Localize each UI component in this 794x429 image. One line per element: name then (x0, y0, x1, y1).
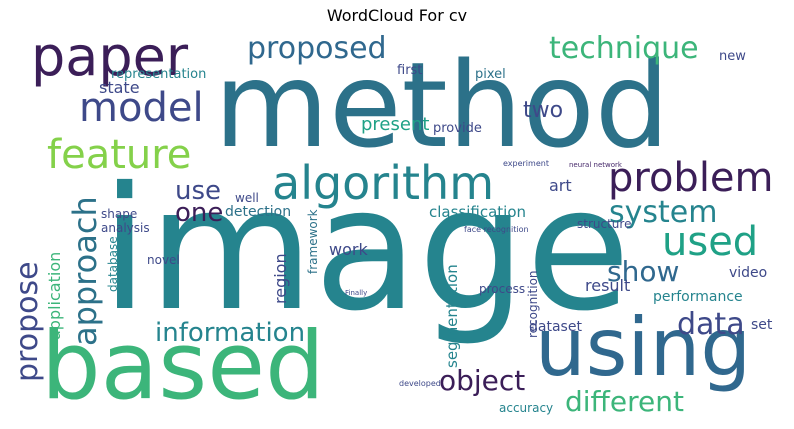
word-technique: technique (549, 31, 699, 66)
word-structure: structure (577, 217, 632, 231)
word-work: work (329, 240, 368, 259)
word-first: first (397, 63, 423, 78)
word-process: process (479, 282, 526, 296)
word-recognition: recognition (526, 270, 540, 338)
word-accuracy: accuracy (499, 401, 554, 415)
word-region: region (271, 253, 290, 304)
word-proposed: proposed (247, 31, 387, 66)
word-cloud: method image based using paper algorithm… (9, 30, 785, 418)
word-representation: representation (111, 67, 207, 82)
word-problem: problem (608, 155, 774, 201)
word-experiment: experiment (503, 159, 549, 168)
word-performance: performance (653, 289, 743, 305)
word-state: state (99, 78, 140, 97)
word-provide: provide (433, 121, 482, 136)
word-data: data (677, 307, 745, 342)
word-Finally: Finally (345, 289, 368, 297)
chart-title: WordCloud For cv (326, 6, 468, 25)
word-face-recognition: face recognition (464, 225, 529, 234)
word-framework: framework (306, 209, 320, 274)
word-used: used (662, 219, 759, 265)
word-video: video (729, 265, 768, 281)
word-two: two (523, 98, 564, 123)
word-one: one (175, 198, 224, 228)
word-database: database (106, 236, 120, 292)
word-use: use (175, 176, 222, 206)
word-neural-network: neural network (569, 161, 622, 169)
word-paper: paper (31, 30, 189, 88)
word-art: art (549, 176, 572, 195)
word-segmentation: segmentation (443, 264, 461, 368)
word-dataset: dataset (529, 319, 582, 335)
word-novel: novel (147, 253, 180, 267)
word-object: object (439, 364, 526, 397)
word-pixel: pixel (475, 67, 506, 82)
word-propose: propose (10, 261, 45, 382)
word-result: result (585, 276, 631, 295)
word-based: based (41, 312, 325, 418)
word-set: set (751, 317, 773, 333)
word-analysis: analysis (101, 221, 150, 235)
word-application: application (45, 251, 64, 340)
word-different: different (565, 385, 684, 418)
word-present: present (361, 114, 430, 135)
word-system: system (609, 195, 718, 230)
word-method: method (214, 36, 670, 174)
word-algorithm: algorithm (272, 156, 495, 210)
word-new: new (719, 49, 746, 64)
word-approach: approach (66, 196, 104, 346)
word-image: image (101, 151, 631, 349)
word-information: information (155, 318, 306, 348)
word-shape: shape (101, 207, 138, 221)
word-model: model (79, 85, 204, 131)
word-show: show (607, 255, 680, 288)
word-classification: classification (429, 203, 527, 221)
word-using: using (535, 301, 752, 394)
word-feature: feature (47, 132, 192, 178)
word-detection: detection (225, 204, 292, 220)
word-developed: developed (399, 379, 441, 388)
word-well: well (235, 191, 259, 205)
